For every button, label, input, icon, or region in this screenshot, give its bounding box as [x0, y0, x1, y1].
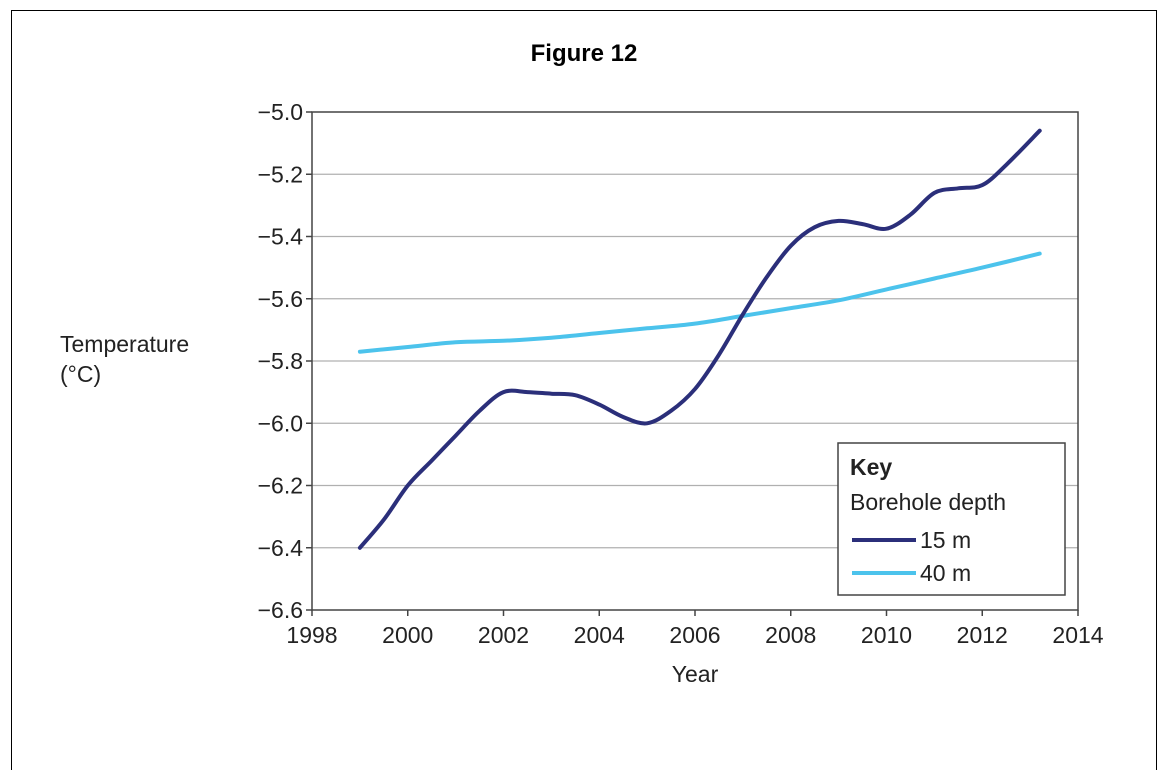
y-tick-label: −6.0: [258, 410, 303, 436]
legend-title: Key: [850, 454, 892, 480]
y-tick-label: −5.4: [258, 224, 304, 250]
x-tick-label: 1998: [286, 622, 337, 648]
series-line-15m: [357, 128, 1042, 550]
legend: Key Borehole depth 15 m 40 m: [837, 442, 1066, 596]
legend-subtitle: Borehole depth: [850, 489, 1006, 515]
x-tick-label: 2008: [765, 622, 816, 648]
y-tick-label: −5.0: [258, 99, 303, 125]
legend-label-40m: 40 m: [920, 560, 971, 586]
x-tick-label: 2000: [382, 622, 433, 648]
axis-ticks: −6.6 −6.4 −6.2 −6.0 −5.8 −5.6 −5.4 −5.2 −5.0 1998…: [258, 99, 1104, 648]
y-tick-label: −6.2: [258, 473, 303, 499]
y-tick-label: −5.2: [258, 161, 303, 187]
legend-box: [837, 442, 1066, 596]
series-line-40m: [357, 251, 1042, 354]
y-tick-label: −6.6: [258, 597, 303, 623]
y-axis-title-line-1: Temperature: [60, 331, 189, 357]
y-tick-label: −5.6: [258, 286, 303, 312]
x-tick-label: 2014: [1052, 622, 1103, 648]
x-tick-label: 2006: [669, 622, 720, 648]
x-tick-label: 2012: [957, 622, 1008, 648]
y-tick-label: −5.8: [258, 348, 303, 374]
figure-frame: [11, 10, 1157, 770]
x-tick-label: 2002: [478, 622, 529, 648]
legend-label-15m: 15 m: [920, 527, 971, 553]
gridlines: [312, 173, 1078, 549]
y-tick-label: −6.4: [258, 535, 304, 561]
y-axis-title-line-2: (°C): [60, 361, 101, 387]
x-tick-label: 2004: [574, 622, 625, 648]
series-lines: [357, 128, 1042, 550]
figure-title: Figure 12: [530, 40, 638, 67]
x-axis-title: Year: [672, 661, 719, 687]
x-tick-label: 2010: [861, 622, 912, 648]
